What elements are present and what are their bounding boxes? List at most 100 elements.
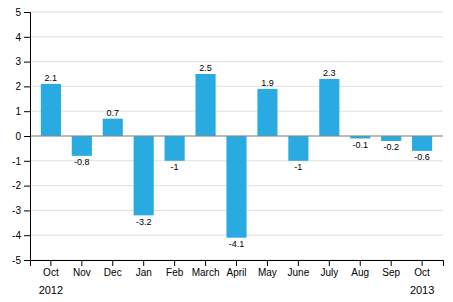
axis-line — [24, 13, 31, 261]
grid-line — [30, 136, 443, 137]
data-label: 2.3 — [323, 68, 336, 78]
tick: 3 — [15, 56, 30, 67]
tick: Oct — [43, 260, 59, 278]
bar — [257, 89, 277, 136]
tick-mark — [422, 260, 423, 266]
tick-label: -3 — [12, 205, 21, 216]
grid — [30, 12, 443, 260]
annotation: 2012 — [39, 284, 63, 296]
grid-line — [30, 111, 443, 112]
bar — [103, 119, 123, 136]
tick: -4 — [12, 230, 30, 241]
tick-mark — [205, 260, 206, 266]
tick-label: -2 — [12, 180, 21, 191]
tick-mark — [24, 86, 30, 87]
axis-line — [31, 261, 444, 267]
bar — [412, 136, 432, 151]
data-label: -0.8 — [74, 157, 90, 167]
tick: 4 — [15, 32, 30, 43]
tick-mark — [24, 136, 30, 137]
tick-mark — [24, 12, 30, 13]
grid-line — [30, 61, 443, 62]
tick-mark — [24, 62, 30, 63]
y-axis: -5 -4 -3 -2 -1 0 1 2 3 4 5 — [12, 7, 30, 266]
data-label: -3.2 — [136, 217, 152, 227]
tick-mark — [298, 260, 299, 266]
tick-label: June — [288, 267, 310, 278]
tick-mark — [236, 260, 237, 266]
data-label: -1 — [294, 162, 302, 172]
tick-label: Oct — [414, 267, 430, 278]
tick: 0 — [15, 131, 30, 142]
grid-line — [30, 86, 443, 87]
tick-label: July — [320, 267, 338, 278]
tick: July — [320, 260, 338, 278]
bar — [41, 84, 61, 136]
data-label: 2.5 — [199, 63, 212, 73]
tick-mark — [112, 260, 113, 266]
tick: Aug — [351, 260, 369, 278]
tick: -1 — [12, 156, 30, 167]
data-labels: 2.1-0.80.7-3.2-12.5-4.11.9-12.3-0.1-0.2-… — [45, 63, 430, 249]
data-label: -4.1 — [229, 239, 245, 249]
tick-label: 3 — [15, 56, 21, 67]
tick-label: 0 — [15, 131, 21, 142]
tick-label: -5 — [12, 255, 21, 266]
tick: Oct — [414, 260, 430, 278]
tick-label: Oct — [43, 267, 59, 278]
bar — [134, 136, 154, 215]
tick-label: -1 — [12, 156, 21, 167]
tick: Sep — [382, 260, 400, 278]
tick-label: Sep — [382, 267, 400, 278]
tick-label: April — [226, 267, 246, 278]
tick-label: 1 — [15, 106, 21, 117]
data-label: -0.1 — [352, 140, 368, 150]
tick-label: Aug — [351, 267, 369, 278]
tick-mark — [24, 37, 30, 38]
tick-mark — [24, 161, 30, 162]
data-label: 1.9 — [261, 78, 274, 88]
bar — [288, 136, 308, 161]
tick-label: 4 — [15, 32, 21, 43]
tick-mark — [81, 260, 82, 266]
tick-mark — [24, 111, 30, 112]
tick-label: May — [258, 267, 277, 278]
tick: Dec — [104, 260, 122, 278]
bar — [226, 136, 246, 238]
tick-mark — [329, 260, 330, 266]
x-axis: Oct Nov Dec Jan Feb March April May June July Aug S… — [31, 260, 444, 278]
tick-mark — [360, 260, 361, 266]
tick: Jan — [136, 260, 152, 278]
tick: 5 — [15, 7, 30, 18]
data-label: -0.6 — [414, 152, 430, 162]
tick: -5 — [12, 255, 30, 266]
tick: May — [258, 260, 277, 278]
chart: -5 -4 -3 -2 -1 0 1 2 3 4 5 Oct Nov Dec Jan Feb March Apri… — [0, 0, 453, 302]
tick-label: Feb — [166, 267, 184, 278]
annotations: 20122013 — [39, 284, 435, 296]
tick-label: 2 — [15, 81, 21, 92]
grid-line — [30, 12, 443, 13]
bars — [41, 74, 432, 238]
tick-mark — [24, 186, 30, 187]
tick: 1 — [15, 106, 30, 117]
tick-mark — [391, 260, 392, 266]
zero-line — [30, 136, 443, 137]
tick-mark — [24, 260, 30, 261]
tick: April — [226, 260, 246, 278]
data-label: -0.2 — [383, 142, 399, 152]
tick-label: Dec — [104, 267, 122, 278]
bar — [165, 136, 185, 161]
tick: March — [192, 260, 220, 278]
tick-label: 5 — [15, 7, 21, 18]
data-label: 0.7 — [106, 108, 119, 118]
bar — [319, 79, 339, 136]
bar — [196, 74, 216, 136]
tick-label: -4 — [12, 230, 21, 241]
plot: -5 -4 -3 -2 -1 0 1 2 3 4 5 Oct Nov Dec Jan Feb March Apri… — [12, 7, 443, 296]
tick: -3 — [12, 205, 30, 216]
data-label: 2.1 — [45, 73, 58, 83]
tick-mark — [174, 260, 175, 266]
tick: Nov — [73, 260, 91, 278]
tick-mark — [50, 260, 51, 266]
